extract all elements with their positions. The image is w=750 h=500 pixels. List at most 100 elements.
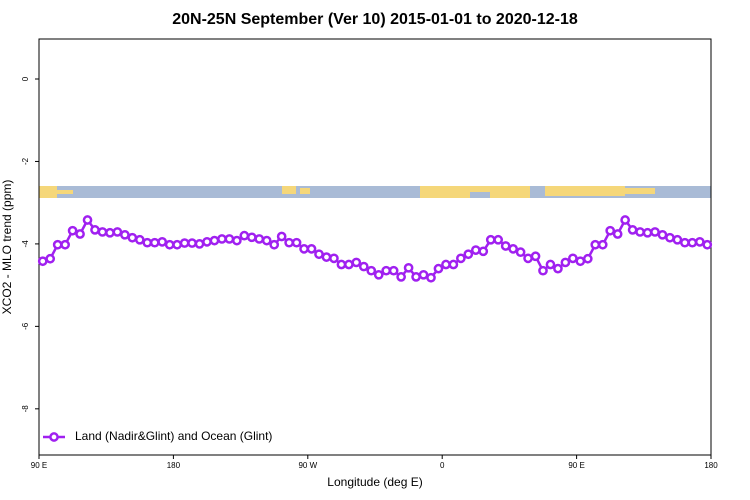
y-axis-label: XCO2 - MLO trend (ppm) — [0, 180, 14, 315]
data-point — [530, 251, 541, 262]
data-point — [224, 234, 235, 244]
data-point — [299, 244, 309, 254]
y-tick-label: -2 — [21, 157, 30, 165]
x-tick-label: 90 W — [298, 461, 317, 470]
data-point — [336, 259, 347, 270]
data-point — [321, 252, 332, 262]
data-point — [657, 229, 668, 240]
data-point — [149, 237, 160, 248]
data-point — [500, 241, 511, 251]
plot-frame — [38, 38, 712, 456]
data-point — [403, 262, 414, 273]
data-point — [120, 229, 130, 240]
data-point — [75, 229, 85, 239]
data-point — [441, 259, 451, 270]
data-point — [590, 239, 601, 250]
data-point — [702, 239, 713, 250]
data-point — [448, 259, 459, 270]
data-point — [635, 227, 645, 237]
data-point — [545, 259, 556, 270]
data-point — [67, 225, 78, 236]
data-point — [351, 257, 362, 268]
data-point — [60, 239, 70, 250]
data-point — [112, 227, 123, 237]
data-point — [202, 236, 212, 247]
data-point — [291, 237, 302, 248]
data-point — [568, 253, 578, 264]
data-point — [157, 236, 168, 247]
data-point — [538, 265, 548, 276]
data-point — [239, 230, 250, 241]
data-point — [418, 269, 429, 280]
data-point — [269, 239, 280, 250]
data-point — [134, 234, 145, 245]
data-point — [665, 232, 675, 243]
x-tick-label: 0 — [440, 461, 445, 470]
data-point — [508, 244, 518, 254]
data-point — [358, 261, 369, 272]
data-point — [560, 257, 571, 268]
data-point — [194, 239, 205, 249]
data-point — [187, 238, 197, 248]
data-point — [672, 234, 683, 245]
data-point — [276, 231, 287, 242]
data-point — [642, 227, 653, 238]
data-point — [306, 244, 317, 254]
chart-title: 20N-25N September (Ver 10) 2015-01-01 to… — [172, 11, 578, 28]
data-point — [209, 235, 220, 246]
x-axis-label: Longitude (deg E) — [327, 475, 422, 489]
data-point — [627, 225, 638, 235]
y-tick-label: -8 — [21, 405, 30, 413]
data-point — [142, 237, 153, 248]
data-point — [37, 256, 48, 267]
y-tick-label: -4 — [21, 240, 30, 248]
y-tick-label: -6 — [21, 322, 30, 330]
legend-marker — [49, 432, 59, 442]
data-point — [172, 239, 182, 250]
data-point — [82, 215, 93, 225]
data-point — [381, 265, 392, 276]
x-tick-label: 90 E — [31, 461, 47, 470]
data-point — [620, 215, 630, 225]
data-point — [463, 249, 474, 260]
x-tick-label: 90 E — [568, 461, 584, 470]
data-point — [284, 237, 294, 248]
data-point — [515, 247, 526, 258]
data-point — [470, 245, 481, 255]
data-point — [493, 234, 504, 245]
data-point — [344, 259, 354, 270]
data-point — [582, 253, 593, 264]
data-point — [314, 249, 324, 260]
data-point — [246, 232, 257, 243]
data-point — [52, 239, 63, 250]
data-point — [232, 235, 242, 246]
data-point — [45, 253, 56, 264]
data-point — [388, 265, 399, 276]
data-point — [687, 237, 698, 248]
data-point — [426, 272, 436, 283]
data-point — [97, 227, 108, 237]
y-tick-label: 0 — [21, 76, 30, 81]
data-point — [612, 229, 623, 239]
x-tick-label: 180 — [704, 461, 718, 470]
data-point — [127, 232, 138, 243]
data-point — [179, 238, 190, 248]
data-point — [105, 227, 115, 238]
data-point — [694, 236, 705, 247]
data-point — [680, 237, 690, 248]
data-point — [217, 234, 227, 244]
data-point — [254, 234, 265, 244]
data-point — [605, 225, 616, 236]
data-point — [485, 234, 496, 245]
data-point — [411, 272, 421, 282]
data-point — [650, 227, 660, 237]
data-point — [575, 256, 586, 267]
data-point — [164, 239, 175, 250]
map-strip — [39, 186, 711, 198]
data-point — [433, 263, 444, 274]
data-point — [553, 263, 563, 274]
data-point — [396, 272, 406, 282]
data-point — [478, 246, 489, 257]
data-point — [373, 269, 384, 280]
